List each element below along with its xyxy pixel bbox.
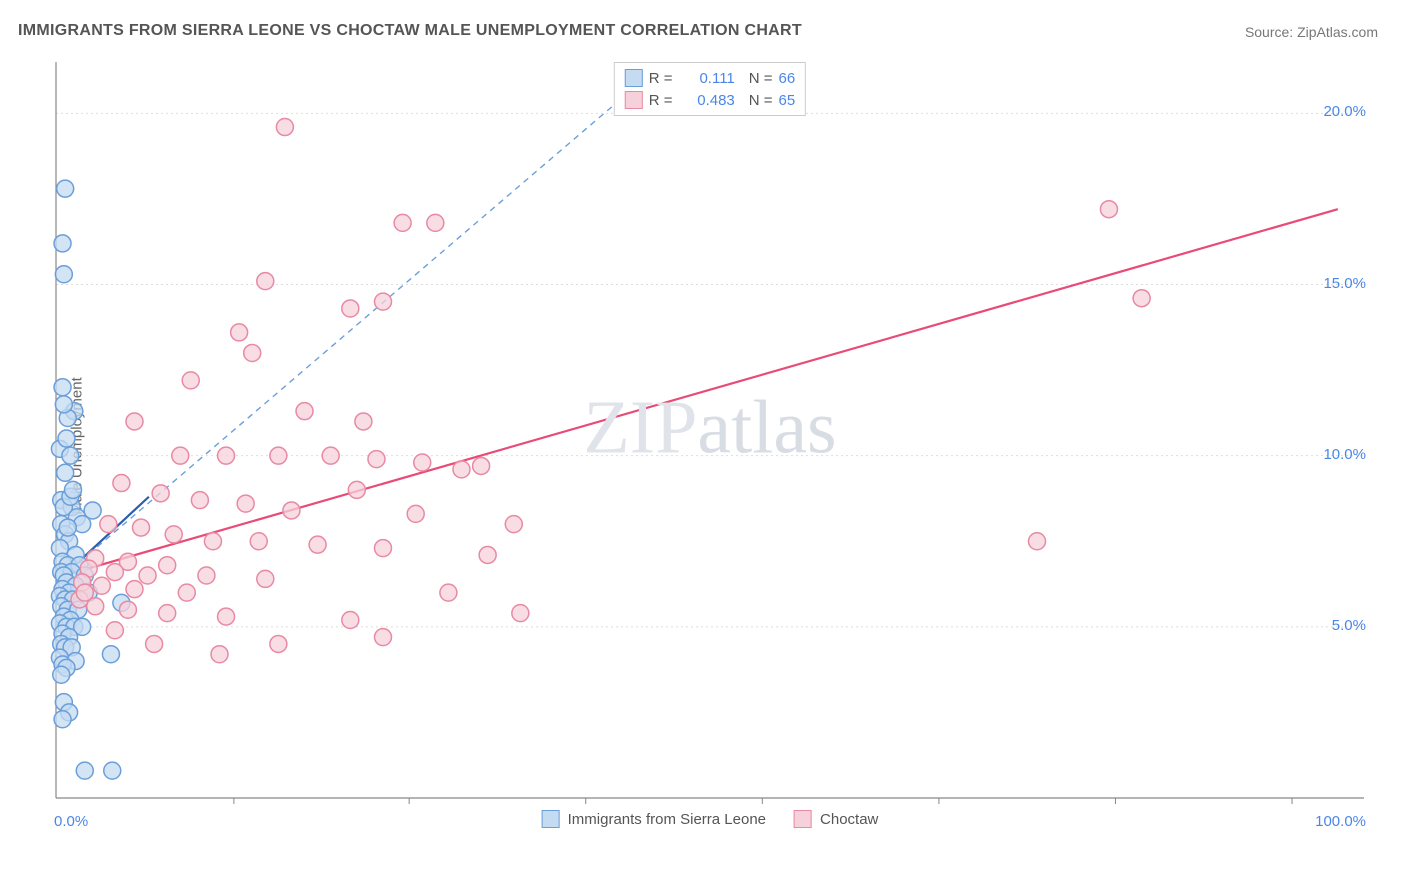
y-tick-label: 15.0% bbox=[1323, 275, 1366, 292]
legend-series-name: Immigrants from Sierra Leone bbox=[568, 811, 766, 828]
source-label: Source: bbox=[1245, 24, 1293, 40]
legend-swatch bbox=[625, 91, 643, 109]
source-attribution: Source: ZipAtlas.com bbox=[1245, 24, 1378, 40]
legend-r-label: R = bbox=[649, 70, 677, 87]
legend-series-item: Immigrants from Sierra Leone bbox=[542, 810, 766, 828]
chart-title: IMMIGRANTS FROM SIERRA LEONE VS CHOCTAW … bbox=[18, 22, 802, 40]
legend-correlation: R = 0.111 N = 66 R = 0.483 N = 65 bbox=[614, 62, 806, 116]
legend-n-label: N = bbox=[749, 92, 773, 109]
legend-r-value: 0.483 bbox=[683, 92, 735, 109]
legend-n-label: N = bbox=[749, 70, 773, 87]
legend-correlation-row: R = 0.483 N = 65 bbox=[625, 89, 795, 111]
chart-area: ZIPatlas R =0.111N =66R =0.483N =65 0.0%… bbox=[50, 58, 1370, 828]
y-tick-label: 20.0% bbox=[1323, 103, 1366, 120]
y-tick-label: 10.0% bbox=[1323, 446, 1366, 463]
x-axis-min-label: 0.0% bbox=[54, 813, 88, 830]
legend-correlation-row: R = 0.111 N = 66 bbox=[625, 67, 795, 89]
legend-r-label: R = bbox=[649, 92, 677, 109]
y-tick-label: 5.0% bbox=[1332, 617, 1366, 634]
legend-series-name: Choctaw bbox=[820, 811, 878, 828]
legend-r-value: 0.111 bbox=[683, 70, 735, 87]
legend-swatch bbox=[794, 810, 812, 828]
legend-series: Immigrants from Sierra Leone Choctaw bbox=[542, 810, 879, 828]
legend-n-value: 65 bbox=[779, 92, 796, 109]
source-link[interactable]: ZipAtlas.com bbox=[1297, 24, 1378, 40]
legend-n-value: 66 bbox=[779, 70, 796, 87]
chart-container: IMMIGRANTS FROM SIERRA LEONE VS CHOCTAW … bbox=[0, 0, 1406, 892]
legend-swatch bbox=[625, 69, 643, 87]
scatter-plot bbox=[50, 58, 1370, 828]
x-axis-max-label: 100.0% bbox=[1315, 813, 1366, 830]
legend-series-item: Choctaw bbox=[794, 810, 878, 828]
legend-swatch bbox=[542, 810, 560, 828]
